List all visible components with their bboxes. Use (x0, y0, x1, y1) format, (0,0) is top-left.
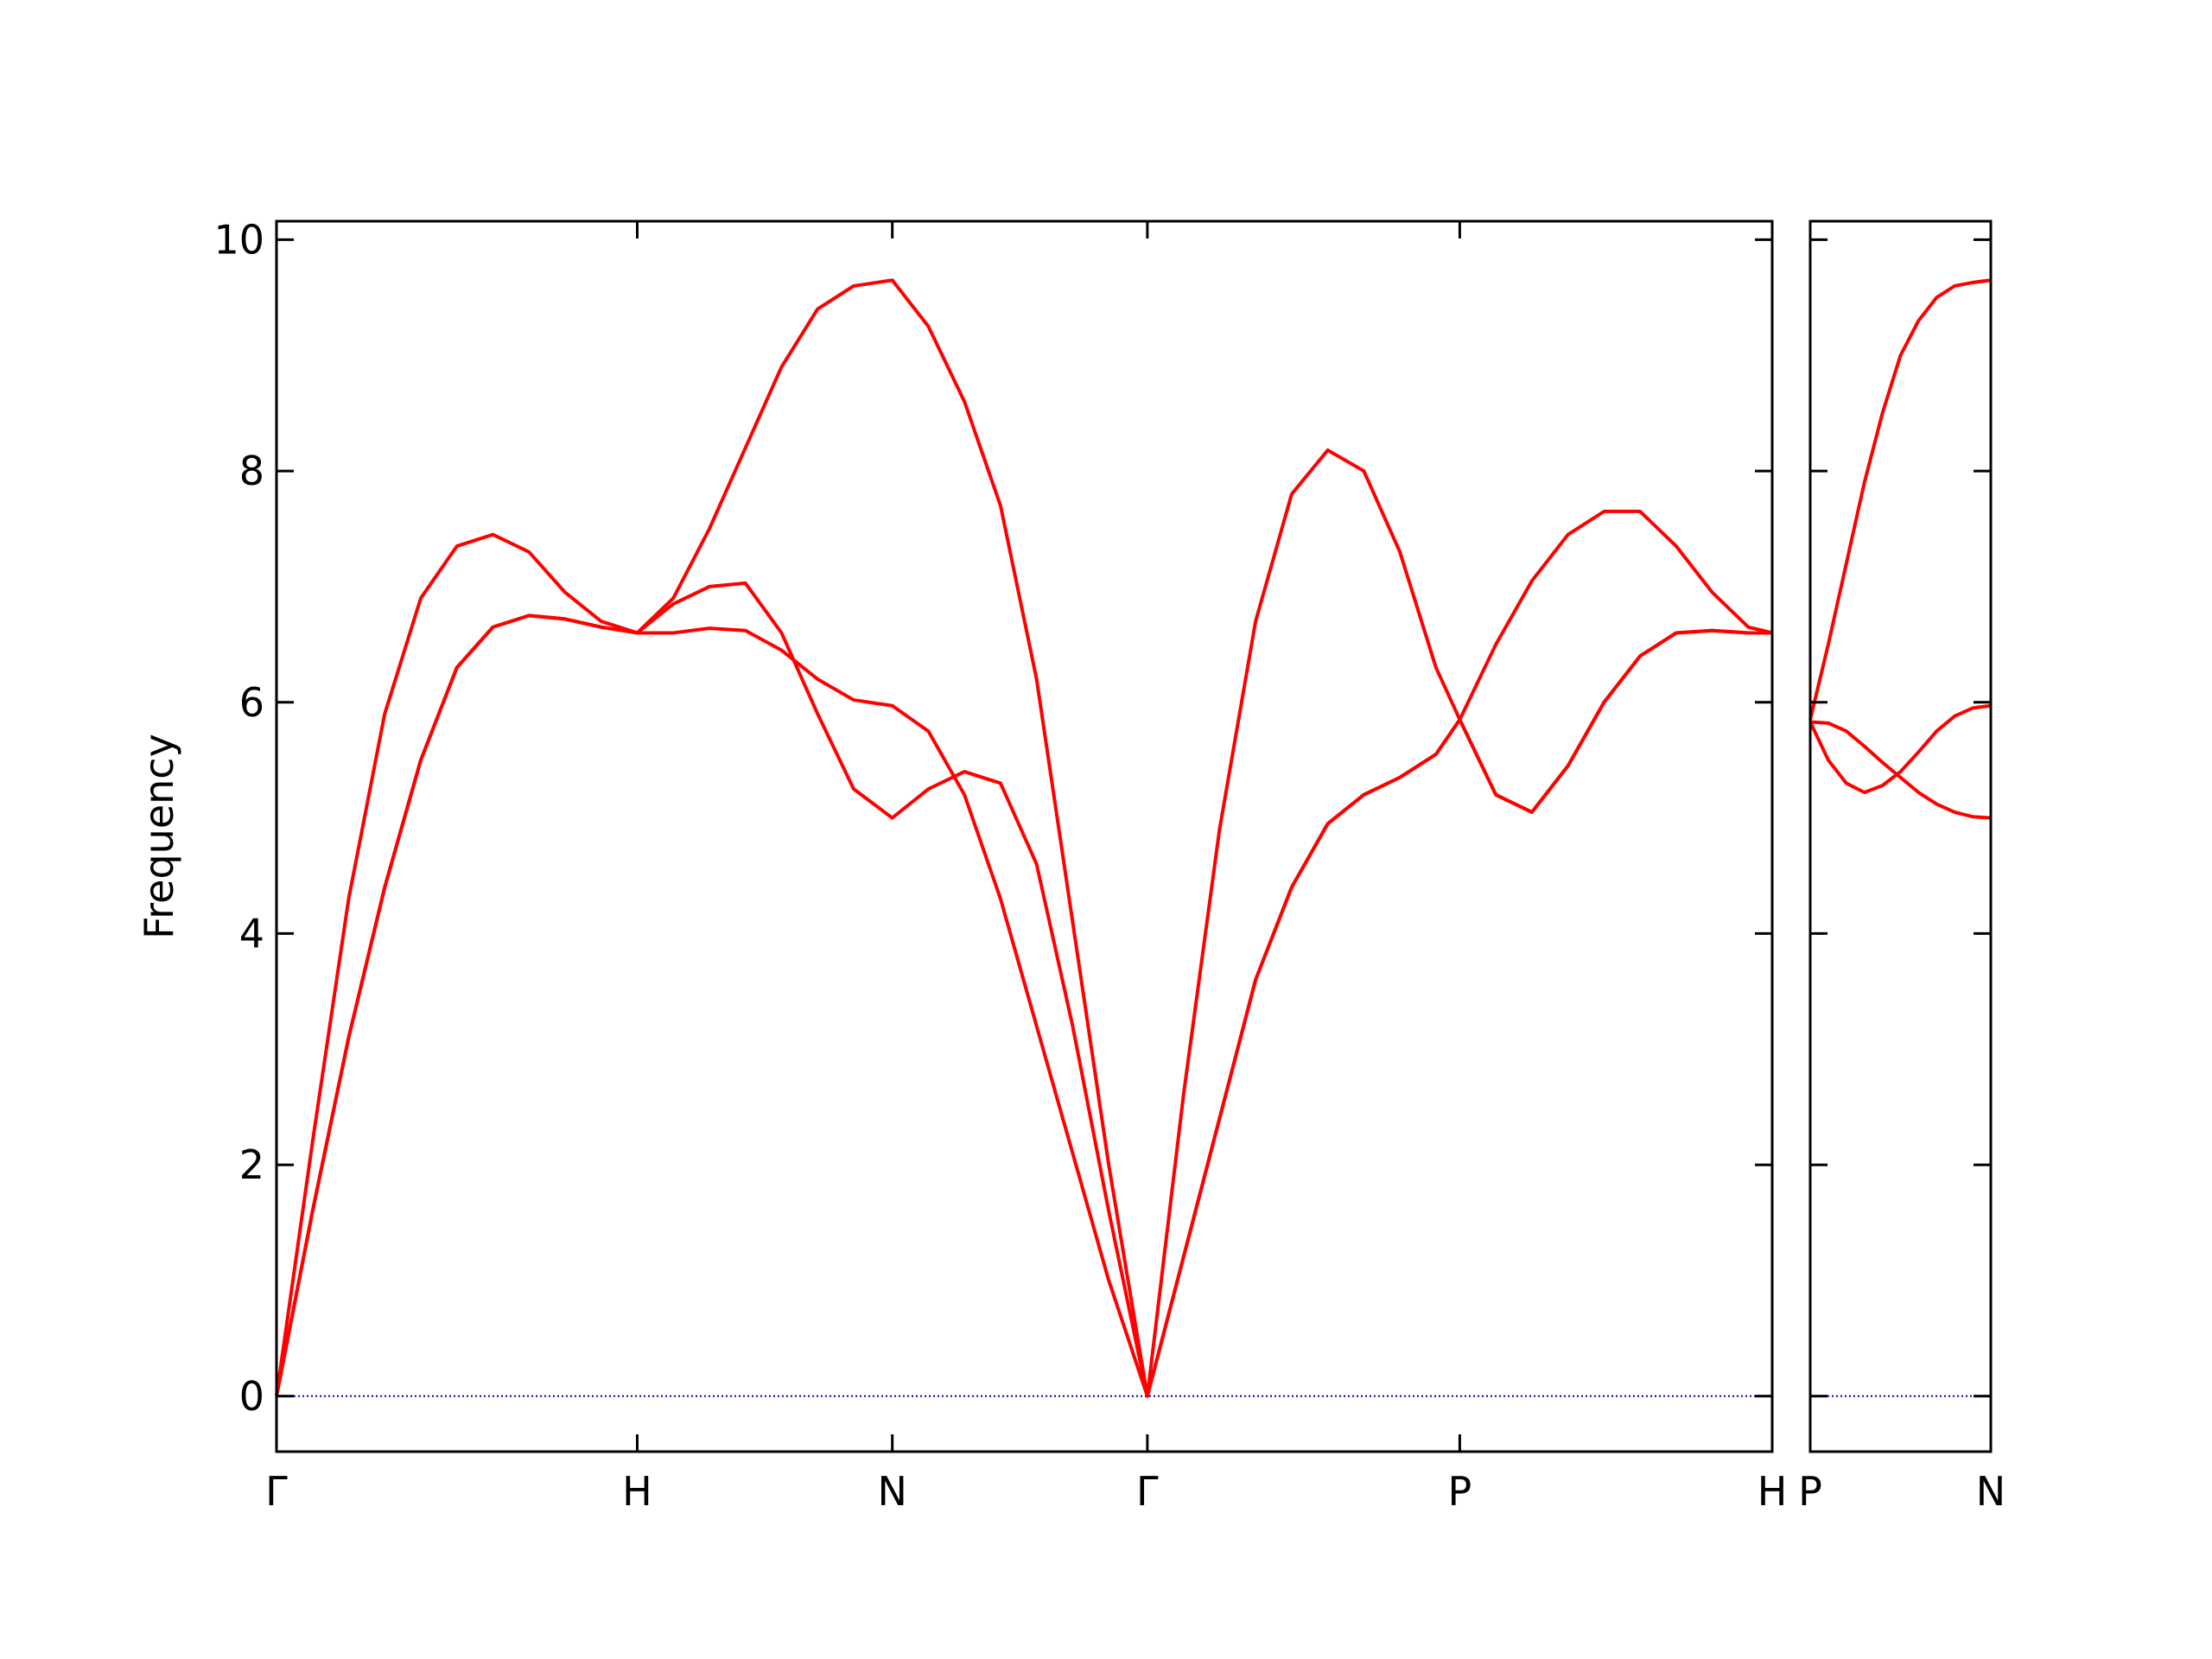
x-tick-label: H (1758, 1468, 1788, 1515)
y-tick-label: 6 (239, 679, 264, 726)
axes-frame (1808, 219, 1993, 1453)
y-axis-label: Frequency (136, 734, 182, 939)
band-line (1808, 703, 1992, 795)
x-tick-label: P (1448, 1468, 1472, 1515)
y-tick-label: 8 (239, 448, 264, 494)
band-line (1809, 720, 1992, 820)
y-tick-label: 10 (213, 216, 264, 263)
y-tick-label: 0 (239, 1373, 264, 1420)
y-tick-label: 4 (239, 910, 264, 957)
x-tick-label: N (877, 1468, 906, 1515)
x-tick-label: Γ (1136, 1468, 1159, 1515)
band-line (275, 613, 1772, 1398)
x-tick-label: N (1976, 1468, 2005, 1515)
x-tick-label: H (622, 1468, 652, 1515)
x-tick-label: P (1798, 1468, 1822, 1515)
axes-frame (275, 219, 1774, 1453)
x-tick-label: Γ (265, 1468, 288, 1515)
band-line (275, 509, 1773, 1398)
band-line (1808, 278, 1992, 721)
y-tick-label: 2 (239, 1141, 264, 1188)
